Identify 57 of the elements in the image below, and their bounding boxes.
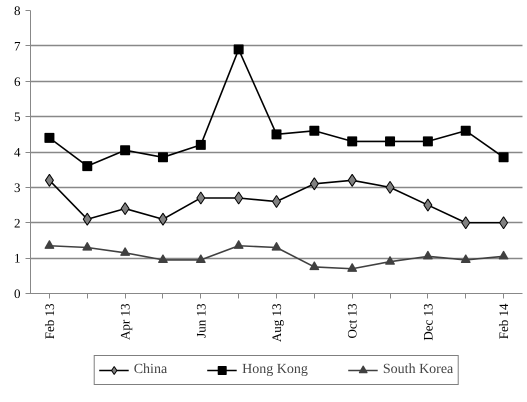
x-tick-label: Dec 13 <box>420 303 436 341</box>
x-tick-label: Oct 13 <box>344 303 360 339</box>
point <box>158 212 168 226</box>
legend-label: China <box>134 362 168 378</box>
point <box>196 191 206 204</box>
point <box>385 256 396 265</box>
point <box>82 161 92 172</box>
point <box>120 202 130 216</box>
point <box>120 247 130 256</box>
point <box>498 250 509 260</box>
x-tick-label: Jun 13 <box>193 303 208 338</box>
y-tick-label: 0 <box>14 286 20 301</box>
point <box>385 136 396 146</box>
x-tick-label: Feb 14 <box>496 303 512 340</box>
point <box>44 132 54 143</box>
point <box>120 145 130 156</box>
point <box>498 152 509 162</box>
y-tick-label: 8 <box>14 3 20 18</box>
point <box>460 254 471 263</box>
point <box>44 240 54 249</box>
point <box>460 126 471 136</box>
point <box>386 180 395 194</box>
point <box>44 174 54 187</box>
point <box>82 212 92 226</box>
y-tick-label: 1 <box>14 250 20 266</box>
legend-label: Hong Kong <box>242 362 308 378</box>
point <box>272 129 282 140</box>
point <box>196 254 206 263</box>
point <box>234 191 244 204</box>
point <box>158 152 168 162</box>
y-tick-label: 4 <box>14 144 21 160</box>
point <box>422 136 433 146</box>
y-tick-label: 6 <box>14 74 21 89</box>
y-tick-label: 2 <box>14 215 20 230</box>
y-tick-label: 7 <box>14 38 21 54</box>
point <box>82 242 92 251</box>
point <box>347 263 358 272</box>
point <box>347 136 358 146</box>
x-tick-label: Apr 13 <box>118 304 133 340</box>
point <box>234 240 244 249</box>
x-tick-label: Feb 13 <box>42 304 57 340</box>
point <box>348 174 357 187</box>
point <box>461 216 470 230</box>
point <box>422 250 433 260</box>
legend-label: South Korea <box>382 362 454 378</box>
point <box>196 140 206 150</box>
point <box>272 242 282 251</box>
point <box>423 198 432 212</box>
point <box>309 126 320 136</box>
point <box>499 216 508 230</box>
y-tick-label: 3 <box>14 180 20 195</box>
x-tick-label: Aug 13 <box>269 304 284 342</box>
point <box>309 261 320 270</box>
point <box>310 177 319 190</box>
point <box>234 44 244 54</box>
point <box>158 254 168 263</box>
y-tick-label: 5 <box>14 109 20 124</box>
